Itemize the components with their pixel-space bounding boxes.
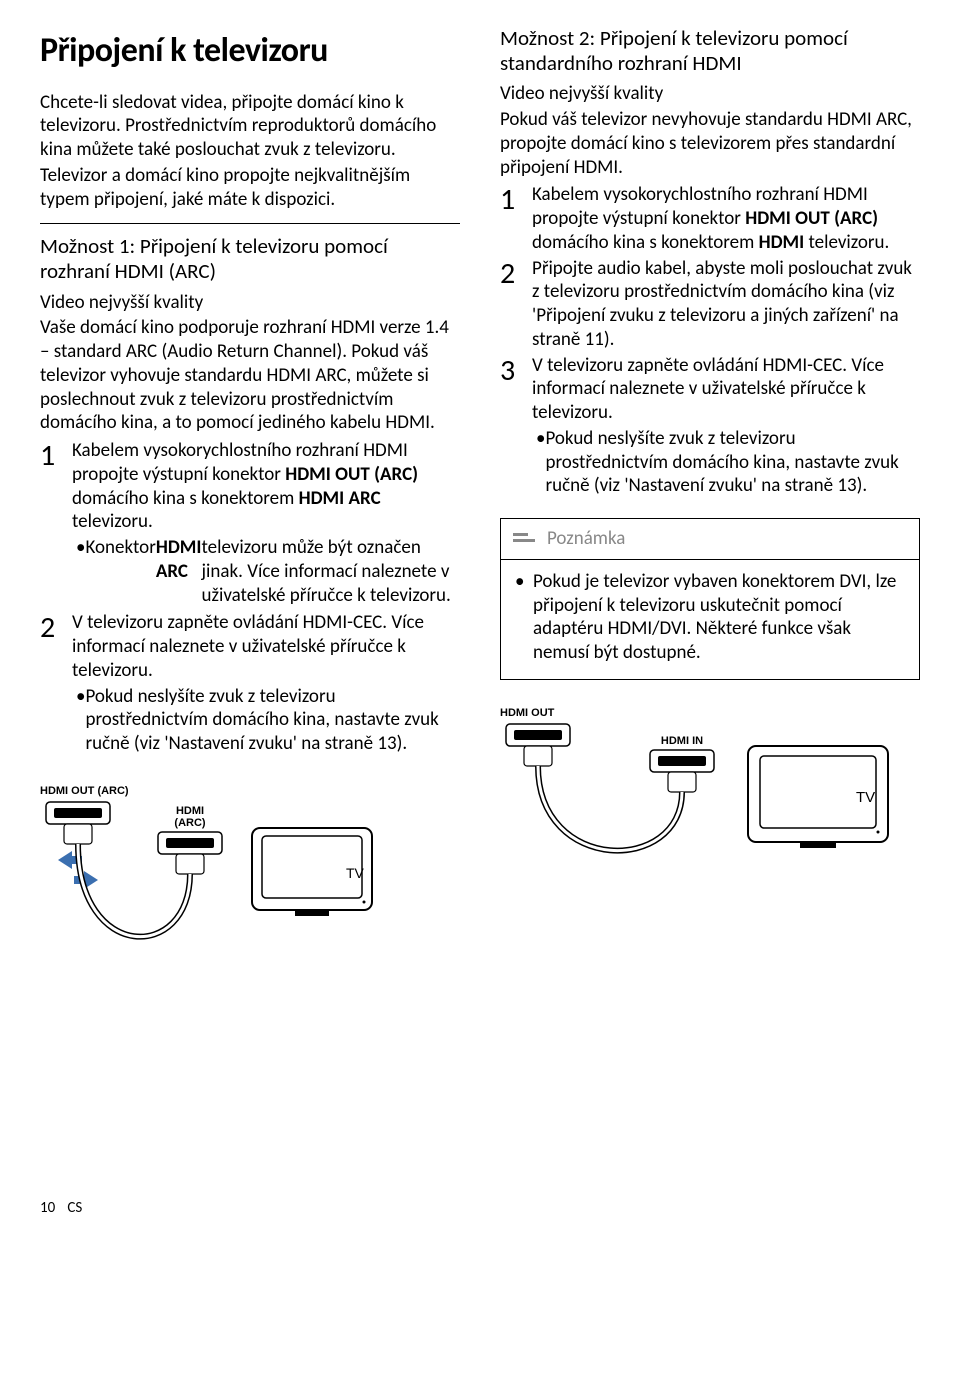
step-bold: HDMI xyxy=(759,231,805,254)
option1-step-2: 2 V televizoru zapněte ovládání HDMI-CEC… xyxy=(40,611,460,758)
option1-step2-bullet: Pokud neslyšíte zvuk z televizoru prostř… xyxy=(94,685,460,756)
option1-heading: Možnost 1: Připojení k televizoru pomocí… xyxy=(40,234,460,284)
diag2-label-mid: HDMI IN xyxy=(661,735,703,747)
right-column: Možnost 2: Připojení k televizoru pomocí… xyxy=(500,30,920,999)
note-text: Pokud je televizor vybaven konektorem DV… xyxy=(533,570,905,665)
diagram-option1: HDMI OUT (ARC) HDMI (ARC) TV xyxy=(40,782,460,999)
option1-paragraph: Vaše domácí kino podporuje rozhraní HDMI… xyxy=(40,316,460,435)
page-title: Připojení k televizoru xyxy=(40,30,460,73)
option2-steps: 1 Kabelem vysokorychlostního rozhraní HD… xyxy=(500,183,920,500)
option2-heading: Možnost 2: Připojení k televizoru pomocí… xyxy=(500,26,920,76)
step-text: V televizoru zapněte ovládání HDMI-CEC. … xyxy=(532,354,884,425)
option1-subheading: Video nejvyšší kvality xyxy=(40,291,460,315)
option2-step-3: 3 V televizoru zapněte ovládání HDMI-CEC… xyxy=(500,354,920,501)
option2-paragraph: Pokud váš televizor nevyhovuje standardu… xyxy=(500,108,920,179)
intro-block: Chcete-li sledovat videa, připojte domác… xyxy=(40,91,460,212)
step-number: 1 xyxy=(500,183,532,254)
page-number: 10 xyxy=(40,1199,64,1218)
step-bold: HDMI OUT (ARC) xyxy=(285,463,418,486)
page-lang: CS xyxy=(67,1199,82,1217)
intro-text-1: Chcete-li sledovat videa, připojte domác… xyxy=(40,91,460,162)
diag1-tv-label: TV xyxy=(346,865,365,881)
step-number: 2 xyxy=(40,611,72,758)
diag2-tv-label: TV xyxy=(856,789,875,806)
step-bold: HDMI OUT (ARC) xyxy=(745,207,878,230)
svg-text:HDMI: HDMI xyxy=(176,805,204,817)
option2-step-1: 1 Kabelem vysokorychlostního rozhraní HD… xyxy=(500,183,920,254)
note-box: Poznámka Pokud je televizor vybaven kone… xyxy=(500,518,920,680)
step-bold: HDMI ARC xyxy=(299,487,381,510)
divider xyxy=(40,223,460,224)
step-number: 1 xyxy=(40,439,72,609)
option2-step-2: 2 Připojte audio kabel, abyste moli posl… xyxy=(500,257,920,352)
diag2-label-left: HDMI OUT xyxy=(500,707,555,719)
step-text: Připojte audio kabel, abyste moli poslou… xyxy=(532,257,920,352)
note-icon xyxy=(513,531,535,547)
option2-step3-bullet: Pokud neslyšíte zvuk z televizoru prostř… xyxy=(554,427,920,498)
left-column: Připojení k televizoru Chcete-li sledova… xyxy=(40,30,460,999)
page-footer: 10 CS xyxy=(40,1199,920,1218)
step-text: televizoru. xyxy=(804,231,889,254)
option1-step1-bullet: Konektor HDMI ARC televizoru může být oz… xyxy=(94,536,460,607)
option1-step-1: 1 Kabelem vysokorychlostního rozhraní HD… xyxy=(40,439,460,609)
step-text: domácího kina s konektorem xyxy=(532,231,759,254)
svg-text:(ARC): (ARC) xyxy=(174,817,205,829)
note-title: Poznámka xyxy=(547,527,625,551)
step-text: televizoru. xyxy=(72,510,153,533)
step-number: 3 xyxy=(500,354,532,501)
option1-steps: 1 Kabelem vysokorychlostního rozhraní HD… xyxy=(40,439,460,758)
diag1-label-left: HDMI OUT (ARC) xyxy=(40,785,129,797)
diagram-option2: HDMI OUT HDMI IN TV xyxy=(500,704,920,911)
step-text: V televizoru zapněte ovládání HDMI-CEC. … xyxy=(72,611,424,682)
intro-text-2: Televizor a domácí kino propojte nejkval… xyxy=(40,164,460,212)
step-number: 2 xyxy=(500,257,532,352)
option2-subheading: Video nejvyšší kvality xyxy=(500,82,920,106)
step-text: domácího kina s konektorem xyxy=(72,487,299,510)
